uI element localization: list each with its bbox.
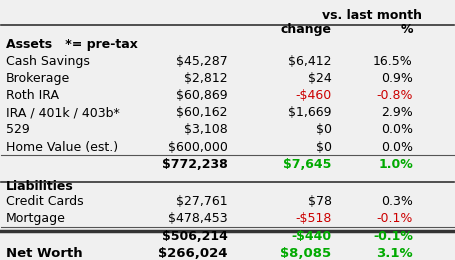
Text: -0.1%: -0.1% bbox=[373, 230, 413, 243]
Text: -0.8%: -0.8% bbox=[376, 89, 413, 102]
Text: -$518: -$518 bbox=[295, 212, 332, 225]
Text: Mortgage: Mortgage bbox=[6, 212, 66, 225]
Text: change: change bbox=[281, 23, 332, 36]
Text: Home Value (est.): Home Value (est.) bbox=[6, 141, 118, 154]
Text: -0.1%: -0.1% bbox=[377, 212, 413, 225]
Text: IRA / 401k / 403b*: IRA / 401k / 403b* bbox=[6, 106, 120, 119]
Text: Roth IRA: Roth IRA bbox=[6, 89, 59, 102]
Text: $24: $24 bbox=[308, 72, 332, 85]
Text: -$460: -$460 bbox=[295, 89, 332, 102]
Text: $0: $0 bbox=[315, 141, 332, 154]
Text: $3,108: $3,108 bbox=[184, 124, 228, 136]
Text: 0.9%: 0.9% bbox=[381, 72, 413, 85]
Text: $8,085: $8,085 bbox=[280, 247, 332, 260]
Text: $27,761: $27,761 bbox=[176, 195, 228, 208]
Text: $60,162: $60,162 bbox=[176, 106, 228, 119]
Text: 3.1%: 3.1% bbox=[376, 247, 413, 260]
Text: $0: $0 bbox=[315, 124, 332, 136]
Text: Brokerage: Brokerage bbox=[6, 72, 70, 85]
Text: Net Worth: Net Worth bbox=[6, 247, 82, 260]
Text: vs. last month: vs. last month bbox=[322, 9, 422, 22]
Text: 1.0%: 1.0% bbox=[378, 158, 413, 171]
Text: -$440: -$440 bbox=[291, 230, 332, 243]
Text: $45,287: $45,287 bbox=[176, 55, 228, 68]
Text: $772,238: $772,238 bbox=[162, 158, 228, 171]
Text: $78: $78 bbox=[308, 195, 332, 208]
Text: $600,000: $600,000 bbox=[167, 141, 228, 154]
Text: 0.0%: 0.0% bbox=[381, 124, 413, 136]
Text: $506,214: $506,214 bbox=[162, 230, 228, 243]
Text: 0.0%: 0.0% bbox=[381, 141, 413, 154]
Text: Cash Savings: Cash Savings bbox=[6, 55, 90, 68]
Text: $2,812: $2,812 bbox=[184, 72, 228, 85]
Text: $1,669: $1,669 bbox=[288, 106, 332, 119]
Text: Liabilities: Liabilities bbox=[6, 180, 74, 193]
Text: 529: 529 bbox=[6, 124, 30, 136]
Text: $266,024: $266,024 bbox=[158, 247, 228, 260]
Text: %: % bbox=[400, 23, 413, 36]
Text: $6,412: $6,412 bbox=[288, 55, 332, 68]
Text: 16.5%: 16.5% bbox=[373, 55, 413, 68]
Text: 0.3%: 0.3% bbox=[381, 195, 413, 208]
Text: $478,453: $478,453 bbox=[168, 212, 228, 225]
Text: 2.9%: 2.9% bbox=[381, 106, 413, 119]
Text: $7,645: $7,645 bbox=[283, 158, 332, 171]
Text: Assets   *= pre-tax: Assets *= pre-tax bbox=[6, 38, 138, 51]
Text: $60,869: $60,869 bbox=[176, 89, 228, 102]
Text: Credit Cards: Credit Cards bbox=[6, 195, 84, 208]
